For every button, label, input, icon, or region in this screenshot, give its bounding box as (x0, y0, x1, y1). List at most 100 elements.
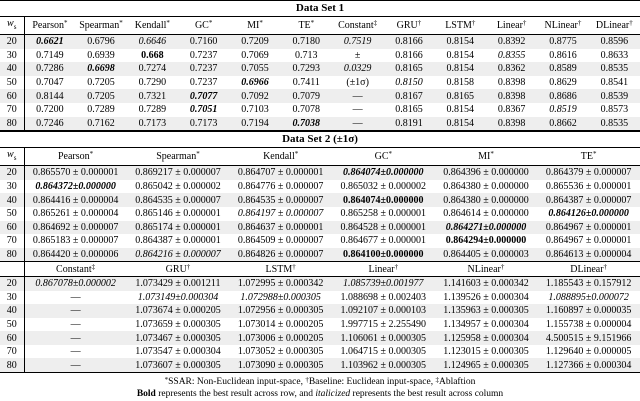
footnote-text: Ablaftion (438, 377, 476, 388)
cell: 0.8398 (485, 89, 538, 103)
cell: 0.7078 (292, 104, 321, 116)
cell: 0.0329 (331, 62, 384, 76)
header-row: ws Pearson* Spearman* Kendall* GC* MI* TE* (0, 147, 640, 167)
cell: 1.064715 ± 0.000305 (340, 346, 427, 358)
section-title: Data Set 1 (0, 0, 640, 17)
cell: 0.864387 ± 0.000007 (537, 193, 640, 207)
header-cell: Spearman* (126, 147, 230, 167)
ws-cell: 30 (0, 48, 25, 63)
header-sup: * (490, 150, 494, 159)
ws-cell: 50 (0, 206, 25, 221)
header-name: Linear (496, 20, 523, 31)
header-sub: s (13, 23, 17, 31)
data-row: 20 0.6621 0.6796 0.6646 0.7160 0.7209 0.7180 0.… (0, 34, 640, 49)
cell: 0.864379 ± 0.000007 (537, 165, 640, 180)
cell: 0.8154 (446, 49, 475, 61)
data-row: 40 0.864416 ± 0.000004 0.864535 ± 0.000007… (0, 193, 640, 207)
ws-cell: 80 (0, 358, 25, 374)
ws-cell: 60 (0, 331, 25, 345)
data-row: 30 0.864372±0.000000 0.865042 ± 0.000002 0.… (0, 179, 640, 194)
footnote: *SSAR: Non-Euclidean input-space, †Basel… (0, 376, 640, 388)
data-row: 20 0.867078±0.000002 1.073429 ± 0.001211 1.… (0, 276, 640, 291)
header-sup: † (186, 262, 191, 271)
header-sup: * (294, 150, 299, 159)
cell: 0.8539 (588, 89, 640, 103)
cell: 1.073659 ± 0.000305 (135, 318, 221, 330)
header-sup: † (417, 19, 422, 27)
ws-cell: 60 (0, 89, 25, 103)
cell: 0.864613 ± 0.000004 (537, 247, 640, 263)
cell: 0.864271±0.000000 (434, 220, 538, 235)
cell: 1.073149±0.000304 (137, 291, 219, 303)
header-sup: † (629, 19, 633, 27)
data-table: Data Set 1 ws Pearson* Spearman* Kendall* GC*… (0, 0, 640, 132)
header-name: Linear (368, 263, 395, 275)
cell: 1.139526 ± 0.000304 (443, 291, 529, 303)
cell: 0.864535 ± 0.000007 (229, 193, 332, 207)
cell: 0.8158 (446, 77, 475, 89)
cell: 4.500515 ± 9.151966 (537, 331, 640, 345)
data-table: Data Set 2 (±1σ) ws Pearson* Spearman* Kenda… (0, 131, 640, 374)
cell: — (70, 346, 81, 358)
cell: 0.864535 ± 0.000007 (126, 193, 230, 207)
header-name: MI (247, 20, 260, 31)
header-name: Constant (338, 20, 374, 31)
cell: 0.8392 (485, 34, 538, 49)
cell: 0.7069 (241, 49, 269, 61)
cell: 0.8398 (497, 77, 526, 89)
footnote-text: represents the best result across row, a… (155, 389, 316, 400)
cell: 0.8398 (485, 116, 538, 132)
cell: 0.7289 (87, 104, 115, 116)
header-sub: s (13, 154, 17, 163)
cell: 1.134957 ± 0.000304 (443, 318, 529, 330)
footnote-text: italicized (315, 389, 351, 400)
cell: 0.864294±0.000000 (445, 235, 527, 247)
cell: 0.8573 (600, 104, 629, 116)
header-name: GRU (165, 263, 187, 275)
cell: 0.7047 (36, 77, 64, 89)
cell: 0.8596 (588, 34, 640, 49)
ws-cell: 60 (0, 220, 25, 235)
ws-cell: 20 (0, 165, 25, 180)
cell: 0.7205 (75, 89, 127, 103)
cell: 1.141603 ± 0.000342 (434, 276, 538, 291)
data-row: 80—1.073607 ± 0.000305 1.073090 ± 0.00030… (0, 358, 640, 374)
ws-cell: 50 (0, 317, 25, 332)
cell: 0.7103 (241, 104, 269, 116)
cell: 0.8165 (434, 89, 486, 103)
ws-cell: 70 (0, 102, 25, 117)
header-name: GC (194, 20, 209, 31)
cell: 1.085739±0.001977 (331, 276, 435, 291)
cell: 1.125958 ± 0.000304 (434, 331, 538, 345)
footnote-text: Bold (136, 389, 156, 400)
cell: 0.864637 ± 0.000001 (229, 220, 332, 235)
data-row: 70 — 1.073547 ± 0.000304 1.073052 ± 0.00030… (0, 344, 640, 359)
cell: 0.7038 (280, 116, 332, 132)
header-name: Kendall (134, 20, 167, 31)
cell: 1.103962 ± 0.000305 (331, 358, 435, 374)
cell: 0.8662 (537, 116, 589, 132)
cell: 0.8154 (446, 104, 475, 116)
cell: 0.713 (295, 49, 318, 61)
header-name: Kendall (263, 151, 295, 163)
cell: 0.6621 (24, 34, 76, 49)
title-row: Data Set 1 (0, 0, 640, 17)
cell: 0.7194 (229, 116, 281, 132)
cell: 0.864126±0.000000 (548, 208, 629, 220)
cell: 0.7149 (36, 49, 64, 61)
cell: 0.7237 (189, 77, 218, 89)
cell: 1.072956 ± 0.000305 (229, 304, 332, 318)
cell: 0.8144 (24, 89, 76, 103)
data-row: 60—1.073467 ± 0.000305 1.073006 ± 0.00020… (0, 331, 640, 345)
header-row: Constant‡ GRU† LSTM† Linear† NLinear† DLinear… (0, 261, 640, 277)
cell: 0.8154 (434, 116, 486, 132)
cell: 0.8191 (383, 116, 435, 132)
data-row: 70 0.865183 ± 0.000007 0.864387 ± 0.000001… (0, 234, 640, 248)
ws-cell: 20 (0, 34, 25, 49)
cell: 0.864380 ± 0.000000 (443, 181, 529, 193)
cell: 1.106061 ± 0.000305 (331, 331, 435, 345)
header-cell: Constant‡ (331, 16, 384, 35)
header-sup: * (64, 19, 68, 27)
cell: 0.7274 (126, 62, 178, 76)
